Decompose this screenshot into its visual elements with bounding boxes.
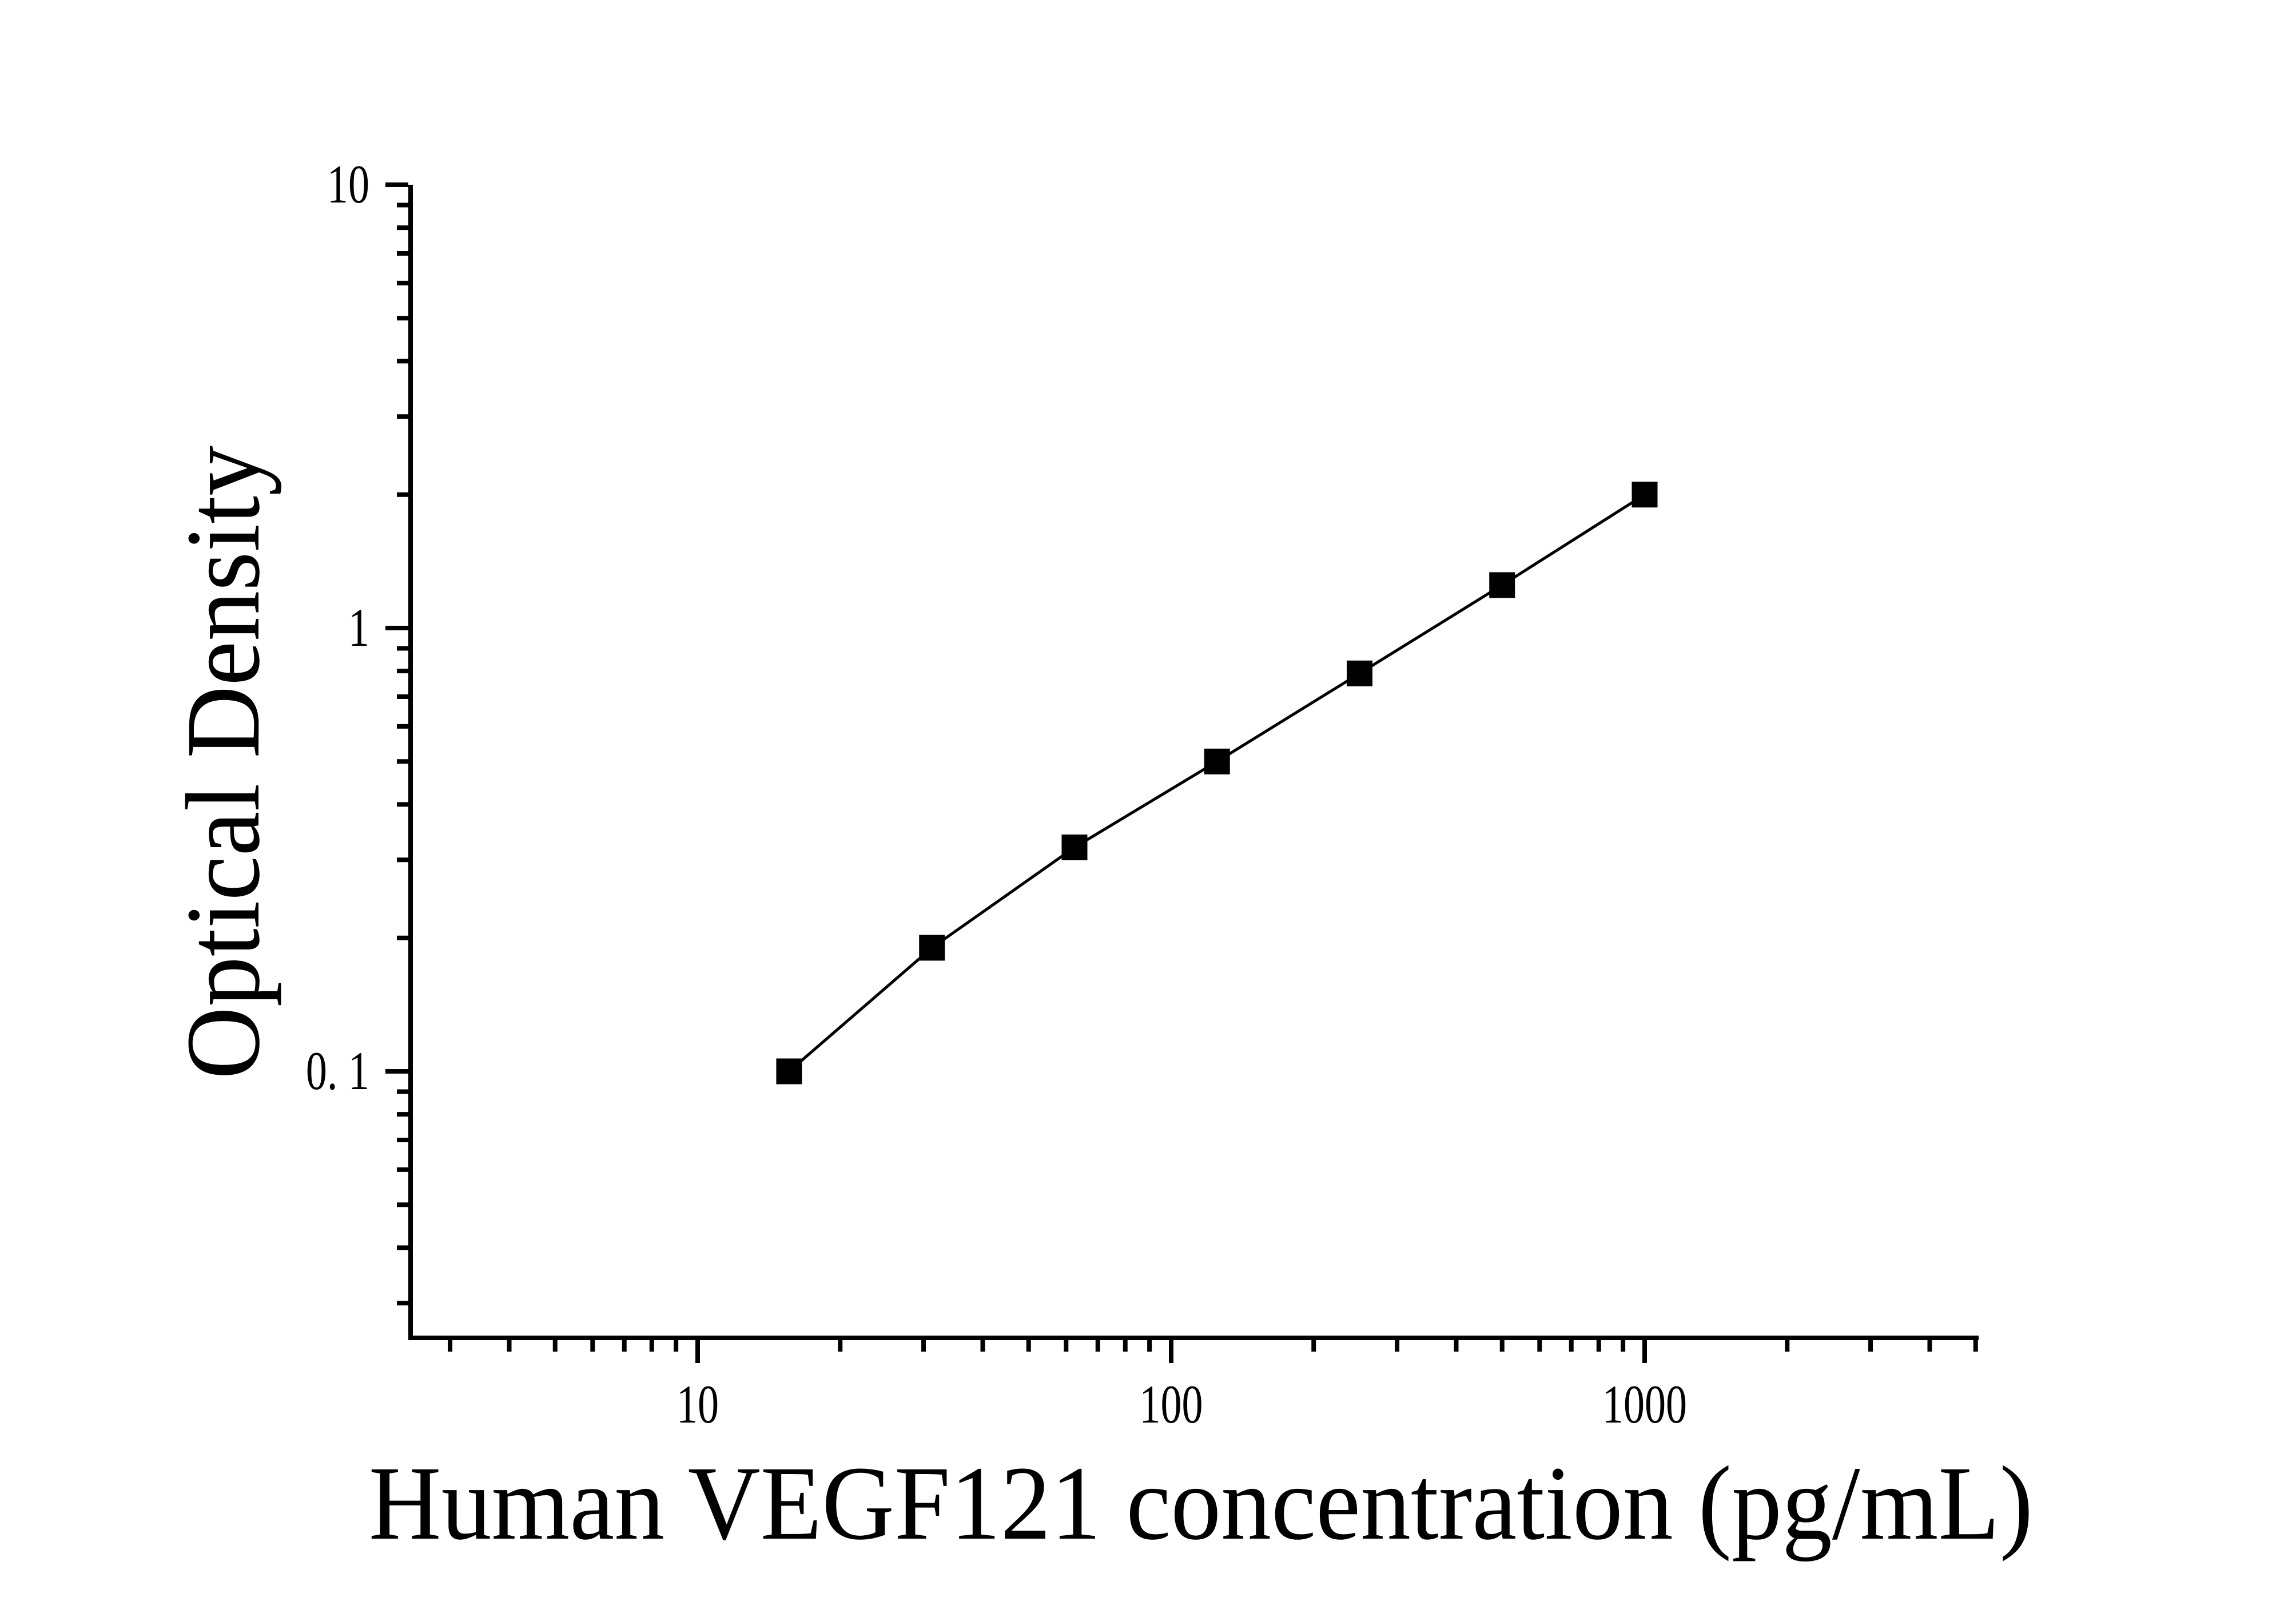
x-axis-title: Human VEGF121 concentration (pg/mL): [369, 1445, 2033, 1562]
x-tick-label: 100: [1139, 1374, 1203, 1435]
data-point-marker: [1489, 572, 1515, 598]
data-point-marker: [1204, 748, 1230, 774]
data-point-marker: [1632, 482, 1658, 508]
standard-curve-line: [788, 493, 1646, 1072]
data-point-marker: [776, 1058, 802, 1084]
y-axis-title: Optical Density: [165, 446, 282, 1079]
x-tick-label: 1000: [1602, 1374, 1687, 1435]
y-tick-label: 10: [327, 154, 369, 214]
data-point-marker: [1061, 835, 1088, 861]
data-point-marker: [919, 935, 945, 961]
y-tick-label: 0. 1: [306, 1041, 369, 1101]
y-tick-label: 1: [348, 598, 369, 658]
x-tick-label: 10: [677, 1374, 719, 1435]
data-point-marker: [1346, 660, 1372, 686]
